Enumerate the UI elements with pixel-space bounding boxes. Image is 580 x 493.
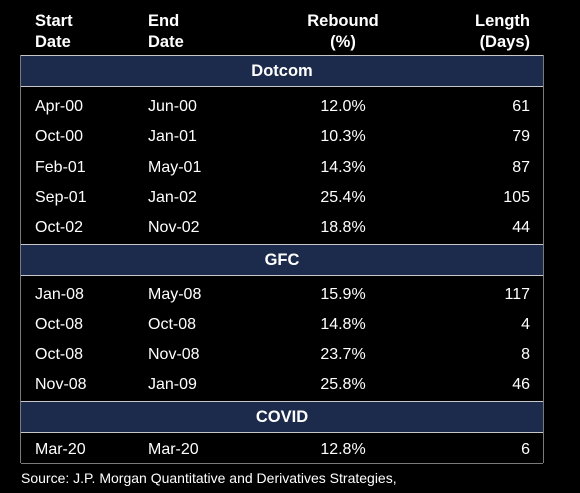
header-rebound: Rebound (%) bbox=[307, 12, 379, 51]
cell-length: 79 bbox=[512, 128, 530, 145]
cell-length: 117 bbox=[504, 286, 530, 303]
cell-start-date: Mar-20 bbox=[35, 441, 86, 458]
cell-rebound: 14.3% bbox=[320, 159, 366, 176]
table-left-border bbox=[20, 55, 21, 463]
cell-length: 8 bbox=[521, 346, 530, 363]
cell-start-date: Oct-00 bbox=[35, 128, 84, 145]
cell-end-date: Jan-01 bbox=[148, 128, 197, 145]
cell-length: 44 bbox=[512, 219, 530, 236]
table-row: Mar-20 Mar-20 12.8% 6 bbox=[0, 435, 580, 465]
table-right-border bbox=[543, 55, 544, 463]
cell-length: 4 bbox=[521, 316, 530, 333]
table-row: Oct-08 Oct-08 14.8% 4 bbox=[0, 310, 580, 340]
cell-start-date: Oct-08 bbox=[35, 346, 84, 363]
table-header: Start Date End Date Rebound (%) Length (… bbox=[0, 0, 580, 56]
cell-start-date: Oct-08 bbox=[35, 316, 84, 333]
table-row: Oct-02 Nov-02 18.8% 44 bbox=[0, 213, 580, 243]
cell-end-date: Nov-02 bbox=[148, 219, 200, 236]
cell-length: 61 bbox=[512, 98, 530, 115]
header-length: Length (Days) bbox=[475, 12, 530, 51]
cell-start-date: Feb-01 bbox=[35, 159, 86, 176]
cell-end-date: Mar-20 bbox=[148, 441, 199, 458]
table-row: Oct-08 Nov-08 23.7% 8 bbox=[0, 340, 580, 370]
cell-start-date: Jan-08 bbox=[35, 286, 84, 303]
cell-rebound: 12.0% bbox=[320, 98, 366, 115]
cell-length: 46 bbox=[512, 376, 530, 393]
cell-end-date: Jun-00 bbox=[148, 98, 197, 115]
cell-end-date: Jan-02 bbox=[148, 189, 197, 206]
cell-rebound: 23.7% bbox=[320, 346, 366, 363]
cell-rebound: 18.8% bbox=[320, 219, 366, 236]
table-row: Feb-01 May-01 14.3% 87 bbox=[0, 153, 580, 183]
cell-rebound: 14.8% bbox=[320, 316, 366, 333]
cell-end-date: Oct-08 bbox=[148, 316, 197, 333]
section-dotcom: Dotcom bbox=[21, 55, 543, 87]
cell-end-date: Jan-09 bbox=[148, 376, 197, 393]
cell-end-date: May-01 bbox=[148, 159, 202, 176]
table-bottom-border bbox=[21, 463, 543, 464]
cell-rebound: 10.3% bbox=[320, 128, 366, 145]
section-gfc: GFC bbox=[21, 244, 543, 276]
cell-rebound: 12.8% bbox=[320, 441, 366, 458]
cell-rebound: 25.8% bbox=[320, 376, 366, 393]
table-row: Sep-01 Jan-02 25.4% 105 bbox=[0, 183, 580, 213]
table-row: Jan-08 May-08 15.9% 117 bbox=[0, 280, 580, 310]
table-row: Oct-00 Jan-01 10.3% 79 bbox=[0, 122, 580, 152]
cell-end-date: May-08 bbox=[148, 286, 202, 303]
section-covid: COVID bbox=[21, 401, 543, 433]
header-end-date: End Date bbox=[148, 12, 184, 51]
cell-start-date: Sep-01 bbox=[35, 189, 87, 206]
table-row: Apr-00 Jun-00 12.0% 61 bbox=[0, 92, 580, 122]
header-start-date: Start Date bbox=[35, 12, 73, 51]
table-row: Nov-08 Jan-09 25.8% 46 bbox=[0, 370, 580, 400]
cell-length: 87 bbox=[512, 159, 530, 176]
cell-rebound: 15.9% bbox=[320, 286, 366, 303]
cell-length: 105 bbox=[503, 189, 530, 206]
cell-start-date: Apr-00 bbox=[35, 98, 84, 115]
source-note: Source: J.P. Morgan Quantitative and Der… bbox=[21, 470, 397, 486]
cell-rebound: 25.4% bbox=[320, 189, 366, 206]
cell-end-date: Nov-08 bbox=[148, 346, 200, 363]
cell-start-date: Oct-02 bbox=[35, 219, 84, 236]
cell-start-date: Nov-08 bbox=[35, 376, 87, 393]
cell-length: 6 bbox=[521, 441, 530, 458]
